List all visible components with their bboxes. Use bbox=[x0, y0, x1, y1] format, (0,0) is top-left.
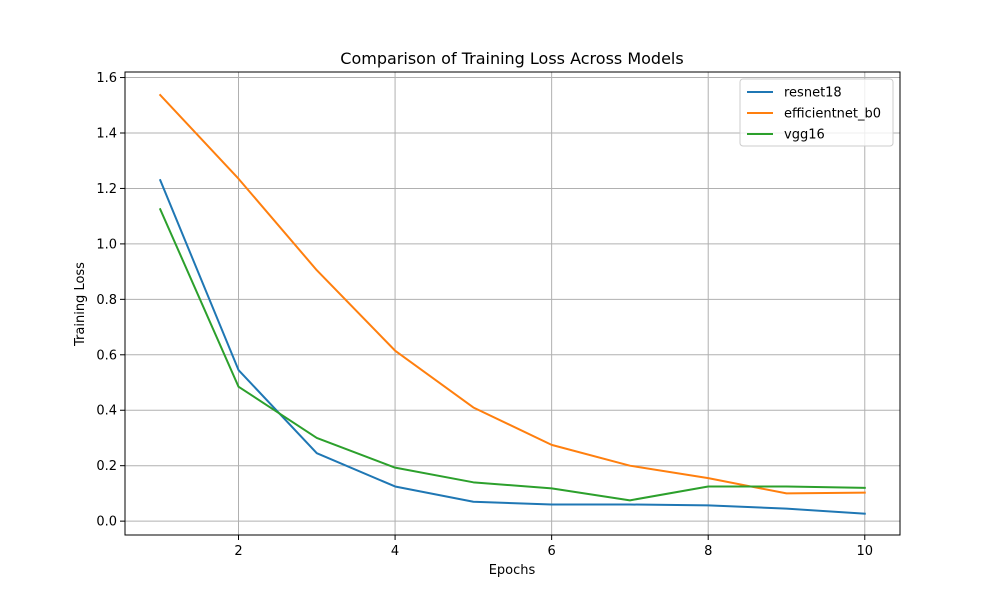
y-tick-label: 0.0 bbox=[96, 515, 117, 530]
y-tick-label: 0.8 bbox=[96, 293, 117, 308]
chart-title: Comparison of Training Loss Across Model… bbox=[340, 49, 683, 68]
x-axis-label: Epochs bbox=[489, 563, 536, 578]
x-tick-label: 10 bbox=[856, 544, 873, 559]
legend-box bbox=[739, 78, 894, 147]
series-line-resnet18 bbox=[158, 178, 866, 515]
y-axis-label: Training Loss bbox=[73, 262, 88, 347]
x-tick-label: 4 bbox=[391, 544, 399, 559]
series-layer bbox=[158, 93, 866, 515]
y-tick-label: 1.0 bbox=[96, 237, 117, 252]
axis-ticks: 2 4 6 8 10 0.0 0.2 0.4 0.6 0.8 1.0 1.2 1.4 1.6 bbox=[96, 71, 873, 559]
legend: resnet18 efficientnet_b0 vgg16 bbox=[739, 78, 894, 147]
y-tick-label: 0.6 bbox=[96, 348, 117, 363]
legend-label: vgg16 bbox=[784, 128, 825, 143]
y-tick-label: 0.4 bbox=[96, 404, 117, 419]
plot-frame bbox=[124, 71, 901, 536]
y-tick-label: 1.6 bbox=[96, 71, 117, 86]
x-tick-label: 6 bbox=[548, 544, 556, 559]
series-line-vgg16 bbox=[158, 207, 866, 502]
series-line-efficientnet-b0 bbox=[158, 93, 866, 495]
legend-label: efficientnet_b0 bbox=[784, 107, 881, 122]
y-tick-label: 0.2 bbox=[96, 459, 117, 474]
legend-label: resnet18 bbox=[784, 86, 842, 101]
x-tick-label: 8 bbox=[704, 544, 712, 559]
y-tick-label: 1.4 bbox=[96, 126, 117, 141]
y-tick-label: 1.2 bbox=[96, 182, 117, 197]
x-tick-label: 2 bbox=[234, 544, 242, 559]
